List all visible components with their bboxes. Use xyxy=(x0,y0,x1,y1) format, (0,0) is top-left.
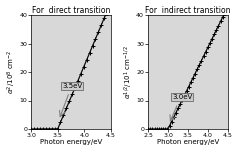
Title: For  direct transition: For direct transition xyxy=(32,6,110,14)
Text: 3.0eV: 3.0eV xyxy=(172,94,192,100)
Title: For  indirect transition: For indirect transition xyxy=(145,6,231,14)
Y-axis label: $\alpha^2$/10$^8$ cm$^{-2}$: $\alpha^2$/10$^8$ cm$^{-2}$ xyxy=(5,50,18,94)
X-axis label: Photon energy/eV: Photon energy/eV xyxy=(40,139,102,145)
Y-axis label: $\alpha^{1/2}$/10$^1$ cm$^{-1/2}$: $\alpha^{1/2}$/10$^1$ cm$^{-1/2}$ xyxy=(123,45,135,99)
X-axis label: Photon energy/eV: Photon energy/eV xyxy=(157,139,219,145)
Text: 3.5eV: 3.5eV xyxy=(62,83,82,89)
